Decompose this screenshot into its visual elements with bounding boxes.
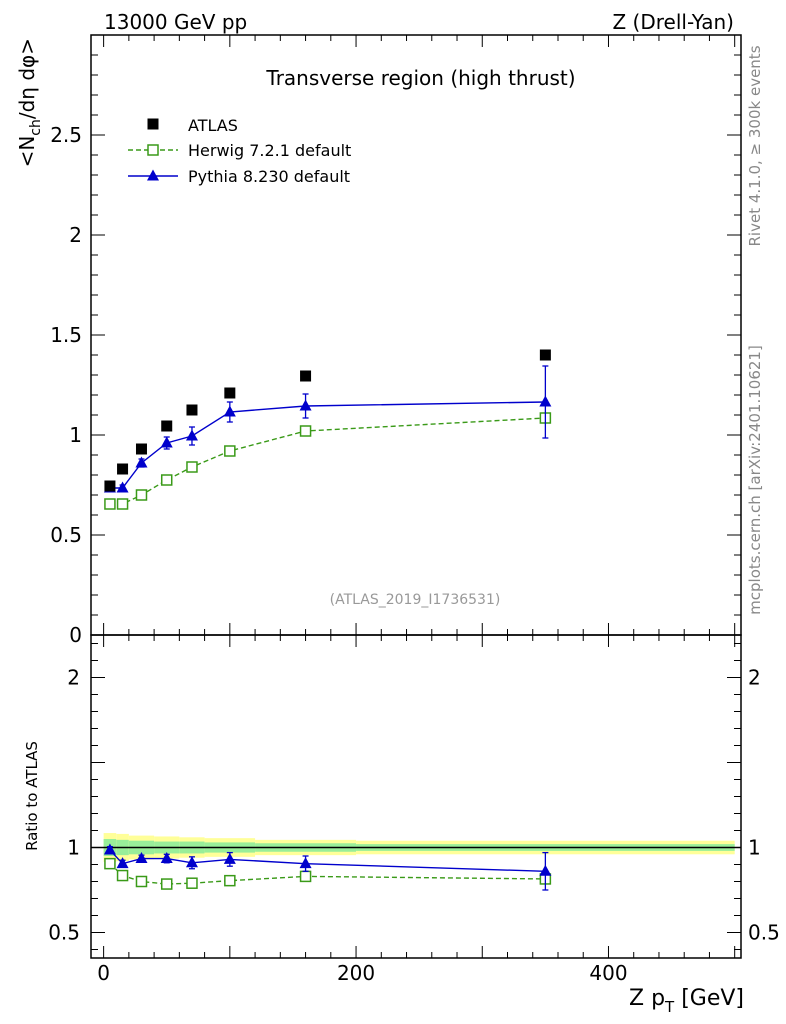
legend-atlas-label: ATLAS	[188, 116, 238, 135]
herwig-line	[109, 417, 546, 505]
ratio-herwig-point	[104, 857, 116, 870]
herwig-point	[135, 489, 148, 501]
ratio-pythia-point	[539, 864, 552, 876]
main-y-tick-label: 1.5	[50, 323, 82, 347]
chart-title: Transverse region (high thrust)	[265, 66, 575, 90]
herwig-point	[104, 498, 116, 510]
ratio-y-tick-label: 2	[67, 666, 80, 690]
ratio-herwig-point	[299, 870, 312, 883]
herwig-point	[299, 425, 312, 437]
pythia-point	[185, 429, 198, 441]
x-axis-label: Z pT [GeV]	[629, 986, 744, 1016]
x-tick-label: 0	[97, 961, 110, 985]
pythia-line	[109, 401, 546, 489]
main-y-tick-label: 0.5	[50, 523, 82, 547]
ratio-pythia-point	[185, 856, 198, 868]
ratio-pythia-point	[135, 852, 148, 864]
atlas-point	[135, 443, 147, 455]
herwig-point	[186, 461, 198, 473]
analysis-watermark: (ATLAS_2019_I1736531)	[330, 592, 501, 608]
atlas-point	[117, 463, 129, 475]
x-tick-label: 400	[589, 961, 627, 985]
legend-herwig-marker	[147, 144, 159, 156]
pythia-point	[116, 481, 129, 493]
ratio-y-axis-label: Ratio to ATLAS	[23, 741, 41, 851]
ratio-herwig-point	[224, 874, 236, 887]
ratio-pythia-line	[109, 849, 546, 872]
herwig-point	[160, 474, 173, 486]
rivet-version-label: Rivet 4.1.0, ≥ 300k events	[746, 45, 764, 246]
pythia-point	[135, 456, 148, 468]
ratio-pythia-point	[160, 852, 173, 864]
ratio-pythia-point	[103, 843, 116, 855]
legend-pythia-marker	[147, 169, 159, 181]
main-y-axis-label: <Nch/dη dφ>	[15, 38, 44, 167]
ratio-y-tick-label-right: 0.5	[748, 921, 780, 945]
ratio-herwig-point	[116, 869, 129, 882]
ratio-panel-frame	[90, 634, 742, 959]
atlas-point	[539, 349, 551, 361]
pythia-point	[539, 395, 552, 407]
legend-atlas-marker	[147, 118, 159, 130]
ratio-y-tick-label: 1	[67, 836, 80, 860]
ratio-pythia-point	[223, 852, 236, 864]
atlas-point	[104, 480, 116, 492]
pythia-point	[223, 405, 236, 417]
pythia-point	[160, 436, 173, 448]
pythia-point	[299, 399, 312, 411]
header-energy-label: 13000 GeV pp	[104, 10, 247, 34]
x-tick-label: 200	[337, 961, 375, 985]
atlas-point	[224, 387, 236, 399]
ratio-herwig-point	[135, 875, 148, 888]
ratio-pythia-point	[299, 857, 312, 869]
atlas-point	[186, 404, 198, 416]
header-process-label: Z (Drell-Yan)	[612, 10, 734, 34]
ratio-herwig-line	[109, 863, 546, 885]
atlas-point	[300, 370, 312, 382]
ratio-y-tick-label-right: 2	[748, 666, 761, 690]
atlas-point	[161, 420, 173, 432]
ratio-herwig-point	[186, 877, 198, 889]
main-y-tick-label: 2	[69, 223, 82, 247]
mcplots-url-label: mcplots.cern.ch [arXiv:2401.10621]	[746, 345, 764, 615]
legend-herwig-label: Herwig 7.2.1 default	[188, 141, 351, 160]
main-y-tick-label: 0	[69, 623, 82, 647]
herwig-point	[224, 445, 236, 457]
ratio-y-tick-label: 0.5	[48, 921, 80, 945]
ratio-pythia-point	[116, 857, 129, 869]
ratio-herwig-point	[160, 878, 173, 890]
herwig-point	[116, 498, 129, 510]
main-y-tick-label: 1	[69, 423, 82, 447]
main-y-tick-label: 2.5	[50, 123, 82, 147]
legend-pythia-label: Pythia 8.230 default	[188, 167, 350, 186]
ratio-y-tick-label-right: 1	[748, 836, 761, 860]
